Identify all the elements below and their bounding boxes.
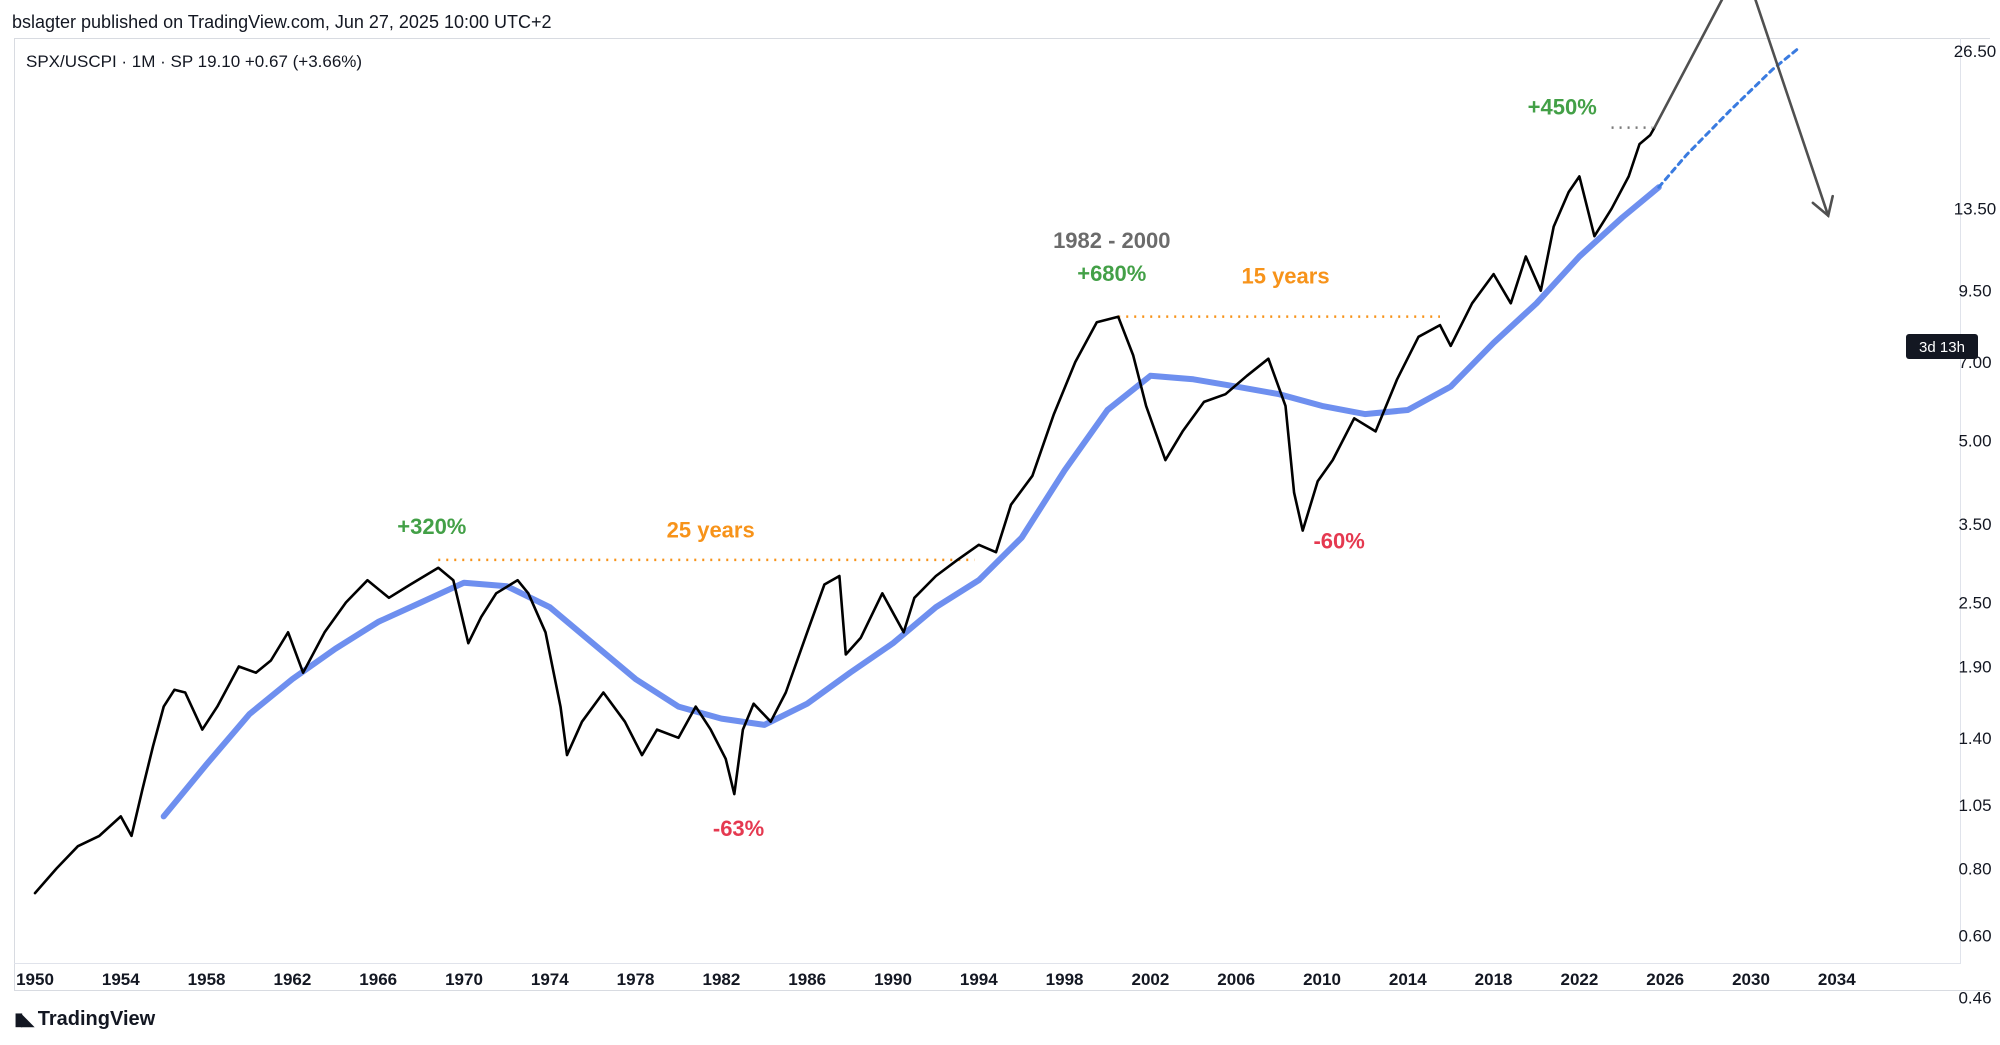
- time-tick-label: 2026: [1646, 970, 1684, 989]
- time-tick-label: 2034: [1818, 970, 1856, 989]
- annotation-7: +450%: [1528, 95, 1597, 120]
- time-tick-label: 2018: [1475, 970, 1513, 989]
- symbol-legend[interactable]: SPX/USCPI · 1M · SP 19.10 +0.67 (+3.66%): [26, 52, 363, 71]
- reference-lines: [438, 126, 1653, 562]
- annotation-1: 25 years: [667, 518, 755, 543]
- time-tick-label: 1974: [531, 970, 569, 989]
- series-line-0: [33, 126, 1656, 895]
- annotations: +320% 25 years -63% 1982 - 2000 +680% 15 year…: [397, 95, 1597, 841]
- time-tick-label: 1958: [188, 970, 226, 989]
- time-tick-label: 1978: [617, 970, 655, 989]
- price-tick-label: 1.40: [1958, 729, 1991, 748]
- time-tick-label: 1950: [16, 970, 54, 989]
- time-axis-labels: 1950 1954 1958 1962 1966 1970 1974 1978 1982 1986…: [16, 970, 1856, 989]
- price-scale-divider: [1960, 38, 1961, 963]
- chart-frame: [14, 38, 1990, 991]
- time-tick-label: 1954: [102, 970, 140, 989]
- price-tick-label: 5.00: [1958, 432, 1991, 451]
- time-tick-label: 2014: [1389, 970, 1427, 989]
- price-tick-label: 0.80: [1958, 859, 1991, 878]
- price-tick-label: 13.50: [1954, 200, 1997, 219]
- time-tick-label: 1962: [273, 970, 311, 989]
- price-axis-labels: 130.0090.0065.0049.0036.5026.5013.509.50…: [1954, 42, 1997, 1008]
- time-tick-label: 1982: [702, 970, 740, 989]
- annotation-0: +320%: [397, 514, 466, 539]
- price-tick-label: 26.50: [1954, 42, 1997, 61]
- time-tick-label: 1990: [874, 970, 912, 989]
- projection-line-0: [1657, 45, 1802, 189]
- time-tick-label: 1998: [1046, 970, 1084, 989]
- annotation-6: -60%: [1313, 528, 1364, 553]
- time-tick-label: 1994: [960, 970, 998, 989]
- time-tick-label: 2002: [1131, 970, 1169, 989]
- projection-arrowhead: [1811, 194, 1834, 219]
- published-info: bslagter published on TradingView.com, J…: [12, 12, 552, 32]
- annotation-3: 1982 - 2000: [1053, 228, 1170, 253]
- price-tick-label: 1.90: [1958, 658, 1991, 677]
- time-tick-label: 2022: [1560, 970, 1598, 989]
- tradingview-footer[interactable]: ▮◣ TradingView: [14, 1008, 155, 1031]
- price-tick-label: 9.50: [1958, 282, 1991, 301]
- countdown-badge: 3d 13h: [1906, 334, 1978, 359]
- time-tick-label: 2030: [1732, 970, 1770, 989]
- projection-lines: [1653, 0, 1834, 219]
- time-tick-label: 2006: [1217, 970, 1255, 989]
- series-line-1: [160, 184, 1662, 820]
- projection-line-1: [1653, 0, 1830, 217]
- price-tick-label: 2.50: [1958, 593, 1991, 612]
- annotation-5: 15 years: [1241, 263, 1329, 288]
- time-tick-label: 1966: [359, 970, 397, 989]
- time-tick-label: 1986: [788, 970, 826, 989]
- series-lines: [33, 126, 1662, 895]
- countdown-text: 3d 13h: [1919, 339, 1965, 356]
- time-tick-label: 1970: [445, 970, 483, 989]
- time-tick-label: 2010: [1303, 970, 1341, 989]
- annotation-2: -63%: [713, 816, 764, 841]
- price-tick-label: 3.50: [1958, 515, 1991, 534]
- price-tick-label: 0.60: [1958, 927, 1991, 946]
- price-tick-label: 0.46: [1958, 989, 1991, 1008]
- footer-brand: TradingView: [37, 1008, 156, 1030]
- price-tick-label: 1.05: [1958, 796, 1991, 815]
- time-axis-divider: [14, 963, 1961, 964]
- annotation-4: +680%: [1077, 261, 1146, 286]
- tradingview-logo-icon: ▮◣: [14, 1009, 35, 1029]
